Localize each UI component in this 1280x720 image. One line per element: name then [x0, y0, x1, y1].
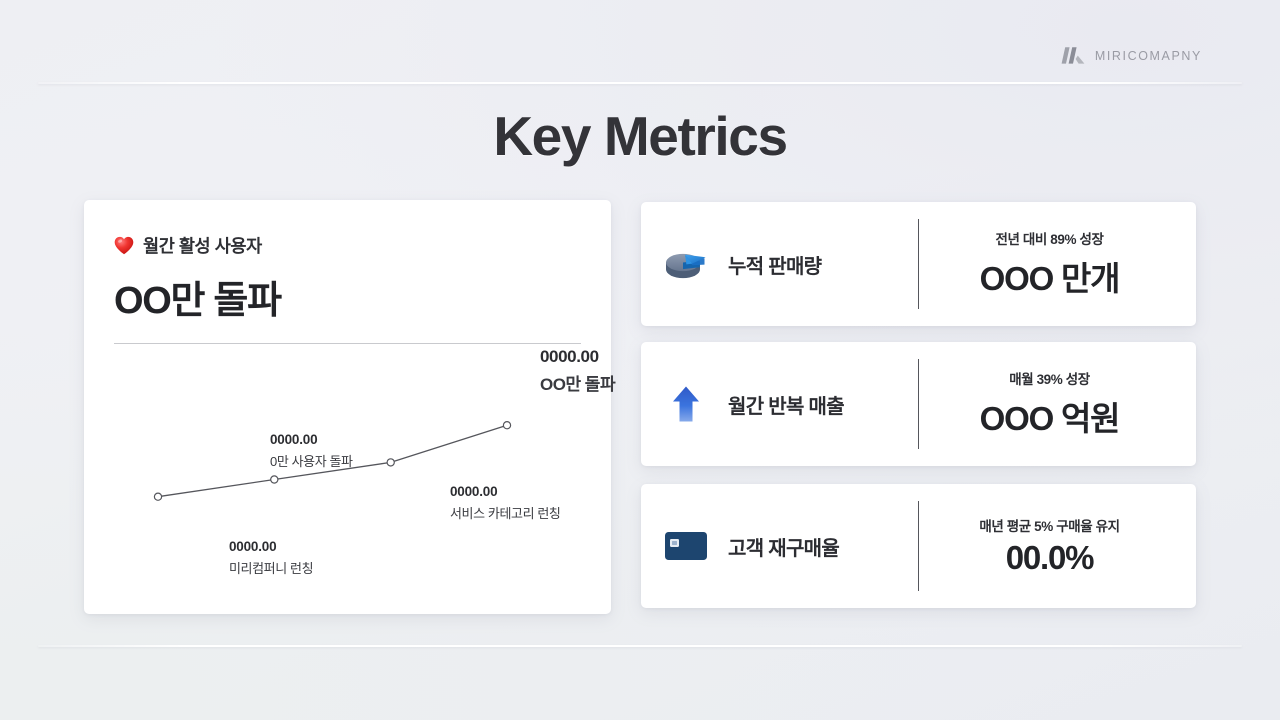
stat-card-monthly-revenue: 월간 반복 매출 매월 39% 성장 OOO 억원 [641, 342, 1196, 466]
chart-point-1 [270, 475, 279, 484]
stat-card-0-name: 누적 판매량 [728, 255, 822, 278]
stat-card-cumulative-sales: 누적 판매량 전년 대비 89% 성장 OOO 만개 [641, 202, 1196, 326]
stat-card-2-left: 고객 재구매율 [641, 525, 918, 567]
chart-point-2 [386, 458, 395, 467]
stat-card-0-right: 전년 대비 89% 성장 OOO 만개 [919, 228, 1196, 300]
miri-logo-icon [1061, 47, 1085, 64]
brand-name: MIRICOMAPNY [1094, 48, 1202, 63]
chart-point-label-1: 0000.00 0만 사용자 돌파 [270, 432, 353, 470]
mau-header: 월간 활성 사용자 OO만 돌파 [84, 200, 611, 324]
stat-card-2-name: 고객 재구매율 [728, 537, 840, 560]
credit-card-icon [663, 525, 709, 567]
stat-card-1-left: 월간 반복 매출 [641, 383, 918, 425]
chart-point-num-2: 0000.00 [450, 484, 498, 499]
chart-point-desc-0: 미리컴퍼니 런칭 [229, 561, 314, 576]
stat-card-0-sub: 전년 대비 89% 성장 [995, 232, 1104, 247]
mau-label-row: 월간 활성 사용자 [114, 233, 581, 258]
chart-point-desc-3: OO만 돌파 [540, 375, 616, 394]
stat-card-2-value: 00.0% [1005, 539, 1095, 576]
divider-top [38, 82, 1242, 84]
chart-point-0 [153, 492, 163, 501]
stat-card-0-divider [918, 219, 919, 309]
mau-value: OO만 돌파 [114, 280, 282, 322]
brand-logo: MIRICOMAPNY [1060, 46, 1202, 65]
stat-card-2-right: 매년 평균 5% 구매율 유지 00.0% [919, 515, 1196, 577]
mau-label: 월간 활성 사용자 [143, 236, 262, 256]
chart-markers [153, 420, 512, 501]
mau-line-chart: 0000.00 미리컴퍼니 런칭 0000.00 0만 사용자 돌파 0000.… [84, 200, 616, 614]
page-title: Key Metrics [493, 105, 788, 167]
red-heart-icon [114, 236, 134, 255]
chart-point-3 [502, 420, 512, 430]
mau-card: 월간 활성 사용자 OO만 돌파 0000.00 미리컴퍼니 런칭 0000.0… [84, 200, 616, 614]
chart-svg [153, 420, 512, 501]
stat-card-0-left: 누적 판매량 [641, 243, 918, 285]
chart-point-desc-1: 0만 사용자 돌파 [270, 454, 353, 469]
chart-point-num-0: 0000.00 [229, 539, 277, 554]
chart-point-num-3: 0000.00 [540, 347, 599, 366]
chart-point-label-3: 0000.00 OO만 돌파 [540, 347, 616, 395]
chart-line [157, 424, 508, 498]
stat-card-1-value: OOO 억원 [979, 400, 1121, 437]
stat-card-1-divider [918, 359, 919, 449]
stat-card-1-right: 매월 39% 성장 OOO 억원 [919, 368, 1196, 440]
stat-card-0-value: OOO 만개 [979, 260, 1121, 297]
stat-card-1-name: 월간 반복 매출 [728, 395, 845, 418]
chart-point-label-2: 0000.00 서비스 카테고리 런칭 [450, 484, 561, 522]
stat-card-repurchase-rate: 고객 재구매율 매년 평균 5% 구매율 유지 00.0% [641, 484, 1196, 608]
mau-divider [114, 343, 581, 344]
stat-card-1-sub: 매월 39% 성장 [1009, 372, 1090, 387]
chart-point-desc-2: 서비스 카테고리 런칭 [450, 506, 561, 521]
stat-card-2-sub: 매년 평균 5% 구매율 유지 [979, 519, 1120, 534]
chart-point-label-0: 0000.00 미리컴퍼니 런칭 [229, 539, 314, 577]
chart-point-num-1: 0000.00 [270, 432, 318, 447]
up-arrow-icon [663, 383, 709, 425]
divider-bottom [38, 645, 1242, 647]
stat-card-2-divider [918, 501, 919, 591]
pie-chart-icon [663, 243, 709, 285]
